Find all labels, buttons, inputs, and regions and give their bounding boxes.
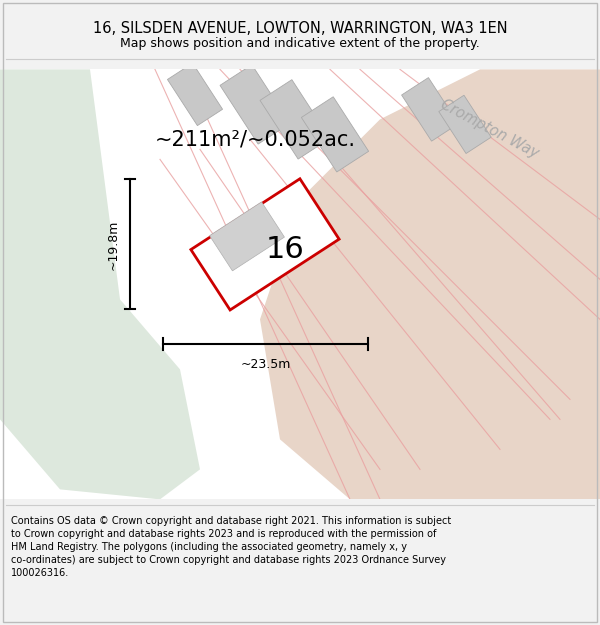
Polygon shape <box>401 78 458 141</box>
Polygon shape <box>260 69 600 499</box>
Polygon shape <box>301 97 368 172</box>
Polygon shape <box>0 69 200 499</box>
Text: ~23.5m: ~23.5m <box>241 358 290 371</box>
Polygon shape <box>167 63 223 126</box>
Polygon shape <box>439 95 491 154</box>
Polygon shape <box>191 179 339 310</box>
Polygon shape <box>209 202 284 271</box>
Text: ~211m²/~0.052ac.: ~211m²/~0.052ac. <box>155 129 356 149</box>
Text: 16, SILSDEN AVENUE, LOWTON, WARRINGTON, WA3 1EN: 16, SILSDEN AVENUE, LOWTON, WARRINGTON, … <box>92 21 508 36</box>
Polygon shape <box>220 64 290 144</box>
Text: Map shows position and indicative extent of the property.: Map shows position and indicative extent… <box>120 38 480 50</box>
Text: 16: 16 <box>266 235 304 264</box>
Polygon shape <box>260 79 330 159</box>
Text: Crompton Way: Crompton Way <box>439 98 542 161</box>
Text: ~19.8m: ~19.8m <box>107 219 120 269</box>
Text: Contains OS data © Crown copyright and database right 2021. This information is : Contains OS data © Crown copyright and d… <box>11 516 451 578</box>
